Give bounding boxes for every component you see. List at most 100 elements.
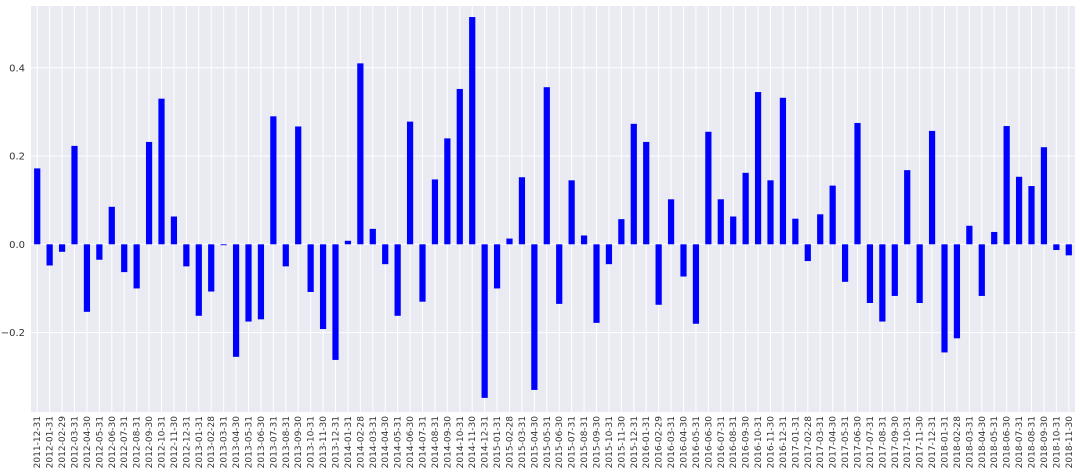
bar xyxy=(1065,244,1072,256)
x-tick-label: 2014-12-31 xyxy=(481,416,491,468)
bar xyxy=(817,214,824,245)
x-tick-label: 2012-06-30 xyxy=(108,416,118,469)
x-tick-label: 2014-03-31 xyxy=(369,416,379,468)
x-tick-label: 2014-11-30 xyxy=(468,416,478,469)
x-tick-label: 2012-09-30 xyxy=(145,416,155,469)
x-tick-label: 2017-08-31 xyxy=(878,416,888,468)
x-tick-label: 2014-09-30 xyxy=(443,416,453,469)
x-tick-label: 2018-01-31 xyxy=(941,416,951,468)
x-tick-label: 2017-04-30 xyxy=(829,416,839,469)
plot-background xyxy=(31,6,1075,412)
x-tick-label: 2012-01-31 xyxy=(46,416,56,468)
bar xyxy=(506,238,513,245)
bar xyxy=(754,92,762,245)
x-tick-label: 2014-05-31 xyxy=(394,416,404,468)
bar xyxy=(295,126,302,245)
bar xyxy=(121,244,128,273)
x-tick-label: 2016-09-30 xyxy=(742,416,752,469)
x-tick-label: 2013-06-30 xyxy=(257,416,267,469)
bar xyxy=(630,123,637,245)
bar xyxy=(543,87,550,245)
x-tick-label: 2016-10-31 xyxy=(754,416,764,468)
bar xyxy=(195,244,202,316)
bar xyxy=(518,177,526,245)
x-tick-label: 2017-03-31 xyxy=(816,416,826,468)
bar xyxy=(270,116,277,245)
bar xyxy=(779,97,787,245)
bar xyxy=(767,180,774,245)
x-tick-label: 2018-09-30 xyxy=(1040,416,1050,469)
x-tick-label: 2015-12-31 xyxy=(630,416,640,468)
bar xyxy=(593,244,600,323)
bars xyxy=(34,17,1072,398)
x-tick-label: 2017-12-31 xyxy=(928,416,938,468)
bar xyxy=(866,244,874,303)
x-tick-label: 2016-12-31 xyxy=(779,416,789,468)
x-tick-label: 2014-02-28 xyxy=(356,416,366,469)
bar xyxy=(829,185,836,245)
bar xyxy=(406,121,414,245)
bar xyxy=(953,244,961,339)
bar xyxy=(941,244,948,353)
bar xyxy=(655,244,662,305)
x-tick-label: 2017-01-31 xyxy=(791,416,801,468)
bar xyxy=(133,244,140,289)
bar xyxy=(1015,176,1023,245)
x-tick-label: 2012-08-31 xyxy=(133,416,143,468)
bar xyxy=(493,244,501,289)
bar xyxy=(1053,244,1060,251)
bar xyxy=(232,244,240,357)
x-tick-label: 2012-02-29 xyxy=(58,416,68,469)
x-tick-label: 2014-01-31 xyxy=(344,416,354,468)
bar xyxy=(469,17,476,245)
x-tick-label: 2013-11-30 xyxy=(319,416,329,469)
x-tick-label: 2015-03-31 xyxy=(518,416,528,468)
x-tick-label: 2012-05-31 xyxy=(95,416,105,468)
bar xyxy=(46,244,53,266)
x-tick-label: 2018-11-30 xyxy=(1065,416,1075,469)
y-axis-ticks: −0.2 0.0 0.2 0.4 xyxy=(1,63,25,339)
x-tick-label: 2017-05-31 xyxy=(841,416,851,468)
bar xyxy=(692,244,700,324)
bar xyxy=(481,244,488,398)
bar xyxy=(556,244,563,304)
y-tick-label: −0.2 xyxy=(1,328,25,339)
x-tick-label: 2012-04-30 xyxy=(83,416,93,469)
x-tick-label: 2015-02-28 xyxy=(506,416,516,469)
x-tick-label: 2015-10-31 xyxy=(605,416,615,468)
x-tick-label: 2013-05-31 xyxy=(245,416,255,468)
bar xyxy=(904,170,911,245)
x-tick-label: 2017-06-30 xyxy=(854,416,864,469)
x-tick-label: 2013-08-31 xyxy=(282,416,292,468)
bar xyxy=(991,231,998,245)
x-tick-label: 2014-06-30 xyxy=(406,416,416,469)
bar xyxy=(705,131,712,245)
bar xyxy=(307,244,314,292)
bar xyxy=(916,244,923,303)
y-tick-label: 0.0 xyxy=(9,240,25,251)
x-tick-label: 2012-03-31 xyxy=(71,416,81,468)
bar xyxy=(730,216,737,245)
x-tick-label: 2013-02-28 xyxy=(207,416,217,469)
x-tick-label: 2015-09-30 xyxy=(593,416,603,469)
x-tick-label: 2018-02-28 xyxy=(953,416,963,469)
x-tick-label: 2014-04-30 xyxy=(381,416,391,469)
bar xyxy=(804,244,811,262)
bar xyxy=(282,244,289,267)
x-tick-label: 2013-09-30 xyxy=(294,416,304,469)
x-tick-label: 2017-07-31 xyxy=(866,416,876,468)
bar xyxy=(444,138,451,245)
x-tick-label: 2012-11-30 xyxy=(170,416,180,469)
x-tick-label: 2014-07-31 xyxy=(419,416,429,468)
bar xyxy=(183,244,190,267)
bar xyxy=(96,244,103,260)
x-tick-label: 2016-03-31 xyxy=(667,416,677,468)
x-tick-label: 2013-07-31 xyxy=(269,416,279,468)
bar xyxy=(357,63,364,245)
bar xyxy=(419,244,426,302)
bar xyxy=(83,244,91,312)
x-tick-label: 2016-08-31 xyxy=(729,416,739,468)
x-tick-label: 2017-11-30 xyxy=(916,416,926,469)
x-tick-label: 2017-09-30 xyxy=(891,416,901,469)
bar xyxy=(928,130,936,245)
